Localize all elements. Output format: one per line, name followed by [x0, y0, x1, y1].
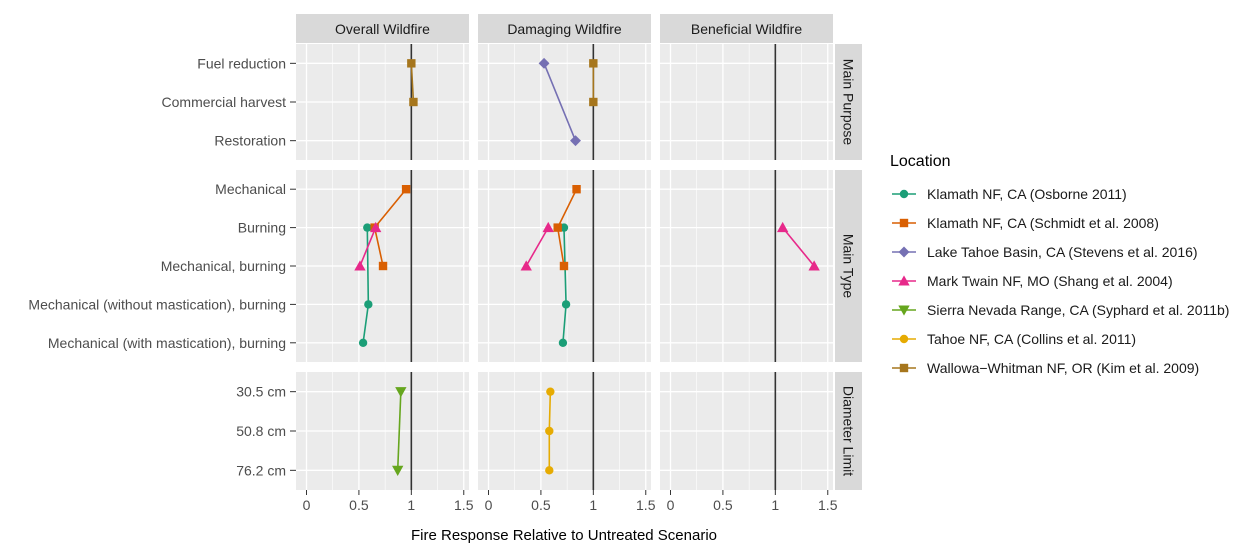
- x-tick-label: 0: [303, 497, 311, 513]
- data-point: [589, 97, 598, 107]
- x-tick-label: 0: [485, 497, 493, 513]
- facet-strip-label: Diameter Limit: [841, 386, 857, 476]
- x-tick-label: 1: [771, 497, 779, 513]
- data-point: [777, 221, 789, 233]
- y-tick-label: Mechanical: [215, 181, 286, 197]
- legend-key-marker: [899, 363, 909, 373]
- data-point: [545, 466, 554, 475]
- data-point: [553, 223, 562, 232]
- data-point: [545, 426, 554, 436]
- x-tick-label: 1: [589, 497, 597, 513]
- facet-strip-col: [478, 14, 651, 43]
- y-tick-label: Mechanical, burning: [161, 258, 286, 274]
- y-tick-label: Restoration: [214, 133, 286, 149]
- x-tick-label: 1: [407, 497, 415, 513]
- facet-strip-row: [835, 372, 862, 490]
- legend-key-marker: [899, 334, 909, 344]
- data-point: [358, 338, 368, 347]
- y-tick-label: Fuel reduction: [197, 55, 286, 71]
- data-point: [542, 221, 554, 233]
- data-point: [808, 260, 820, 271]
- data-point: [354, 260, 366, 271]
- series-line: [396, 391, 402, 471]
- x-tick-label: 0.5: [531, 497, 551, 513]
- y-tick-label: Burning: [238, 220, 286, 236]
- data-point: [558, 338, 568, 347]
- y-tick-label: 30.5 cm: [236, 384, 286, 400]
- legend-label: Tahoe NF, CA (Collins et al. 2011): [927, 331, 1136, 347]
- data-point: [409, 97, 418, 107]
- data-point: [546, 387, 555, 396]
- x-tick-label: 0.5: [349, 497, 369, 513]
- y-tick-label: Mechanical (without mastication), burnin…: [28, 296, 286, 312]
- legend-key-marker: [899, 189, 909, 199]
- data-point: [570, 135, 581, 147]
- legend-key-marker: [898, 275, 910, 286]
- facet-strip-label: Beneficial Wildfire: [691, 21, 802, 37]
- facet-strip-label: Main Purpose: [841, 59, 857, 146]
- y-tick-label: Mechanical (with mastication), burning: [48, 335, 286, 351]
- y-tick-label: 76.2 cm: [236, 462, 286, 478]
- x-tick-label: 1.5: [636, 497, 656, 513]
- data-point: [363, 223, 372, 232]
- x-axis-title: Fire Response Relative to Untreated Scen…: [411, 527, 717, 544]
- facet-strip-label: Overall Wildfire: [335, 21, 430, 37]
- legend-label: Klamath NF, CA (Osborne 2011): [927, 186, 1127, 202]
- data-point: [561, 300, 571, 309]
- data-point: [392, 465, 404, 477]
- legend-key-marker: [898, 246, 910, 258]
- series-line: [782, 227, 815, 267]
- facet-strip-row: [835, 170, 862, 362]
- facet-strip-col: [296, 14, 469, 43]
- data-point: [559, 261, 569, 271]
- facet-strip-row: [835, 44, 862, 160]
- legend-label: Sierra Nevada Range, CA (Syphard et al. …: [927, 302, 1229, 318]
- legend-key-marker: [899, 218, 909, 228]
- x-tick-label: 0: [667, 497, 675, 513]
- x-tick-label: 0.5: [713, 497, 733, 513]
- legend-label: Wallowa−Whitman NF, OR (Kim et al. 2009): [927, 360, 1199, 376]
- y-tick-label: 50.8 cm: [236, 423, 286, 439]
- data-point: [395, 387, 407, 398]
- data-point: [520, 260, 532, 271]
- data-point: [407, 59, 416, 68]
- data-point: [538, 57, 550, 69]
- data-point: [401, 185, 411, 194]
- series-line: [525, 227, 549, 267]
- x-tick-label: 1.5: [454, 497, 474, 513]
- legend-label: Lake Tahoe Basin, CA (Stevens et al. 201…: [927, 244, 1198, 260]
- series-line: [410, 63, 415, 103]
- series-line: [359, 227, 377, 267]
- facet-strip-label: Main Type: [841, 234, 857, 299]
- facet-strip-label: Damaging Wildfire: [507, 21, 622, 37]
- legend-title: Location: [890, 153, 951, 170]
- series-line: [543, 63, 577, 141]
- data-point: [572, 185, 581, 194]
- y-tick-label: Commercial harvest: [162, 94, 287, 110]
- data-point: [370, 221, 382, 233]
- x-tick-label: 1.5: [818, 497, 838, 513]
- data-point: [589, 59, 598, 68]
- legend-label: Klamath NF, CA (Schmidt et al. 2008): [927, 215, 1159, 231]
- legend-label: Mark Twain NF, MO (Shang et al. 2004): [927, 273, 1173, 289]
- data-point: [364, 300, 373, 309]
- legend-key-marker: [898, 305, 910, 316]
- data-point: [378, 261, 388, 271]
- facet-strip-col: [660, 14, 833, 43]
